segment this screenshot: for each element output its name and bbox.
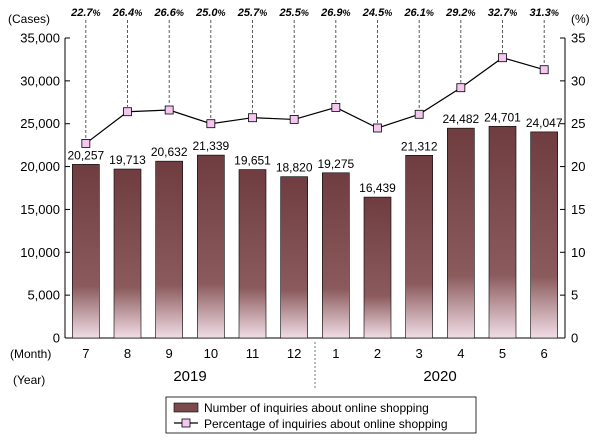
bar (530, 131, 558, 339)
right-tick-label: 35 (571, 31, 585, 46)
bar-value-label: 21,339 (192, 139, 229, 153)
percentage-series-line (85, 57, 545, 144)
bar (363, 196, 392, 339)
left-axis-unit: (Cases) (8, 12, 50, 26)
bar-value-label: 16,439 (359, 181, 396, 195)
left-tick-label: 30,000 (20, 73, 60, 88)
month-tick-label: 3 (416, 346, 423, 361)
plot-area: 0 5,000 10,000 15,000 20,000 25,000 30,000 35,0… (20, 7, 585, 390)
left-tick-label: 0 (53, 331, 60, 346)
left-tick-label: 15,000 (20, 202, 60, 217)
right-tick-label: 30 (571, 73, 585, 88)
left-tick-label: 35,000 (20, 31, 60, 46)
month-tick-label: 2 (374, 346, 381, 361)
percentage-value-label: 32.7% (488, 7, 517, 19)
bar (238, 169, 267, 339)
percentage-point (289, 115, 299, 124)
percentage-point (206, 119, 216, 129)
right-tick-label: 0 (571, 331, 578, 346)
bar (113, 168, 142, 339)
right-tick-label: 20 (571, 159, 585, 174)
year-row-label: (Year) (13, 373, 45, 387)
bar-value-label: 19,651 (234, 154, 271, 168)
percentage-point (456, 83, 466, 93)
bar-value-label: 19,713 (109, 153, 146, 167)
percentage-value-label: 26.1% (403, 7, 433, 19)
legend-box (165, 396, 477, 434)
bar-value-label: 24,047 (526, 116, 563, 130)
percentage-value-label: 29.2% (445, 7, 475, 19)
month-row-label: (Month) (10, 347, 51, 361)
percentage-value-label: 24.5% (362, 7, 392, 19)
month-tick-label: 5 (499, 346, 506, 361)
month-tick-label: 4 (457, 346, 464, 361)
percentage-point (539, 65, 549, 75)
month-tick-label: 10 (204, 346, 218, 361)
bar (72, 164, 100, 339)
bar (322, 172, 350, 339)
percentage-point (164, 105, 174, 115)
year-label: 2019 (173, 368, 206, 385)
year-label: 2020 (423, 368, 456, 385)
right-tick-label: 15 (571, 202, 585, 217)
month-tick-label: 8 (124, 346, 131, 361)
percentage-value-label: 22.7% (70, 7, 100, 19)
percentage-point (373, 123, 382, 133)
percentage-value-label: 25.5% (278, 7, 308, 19)
bar (447, 127, 475, 339)
right-tick-label: 25 (571, 116, 585, 131)
left-tick-label: 10,000 (20, 245, 60, 260)
percentage-value-label: 26.6% (153, 7, 183, 19)
percentage-point (123, 107, 132, 117)
percentage-point (248, 113, 257, 123)
bar-value-label: 20,257 (67, 148, 104, 162)
right-tick-label: 10 (571, 245, 585, 260)
legend-line-label: Percentage of inquiries about online sho… (204, 417, 448, 431)
percentage-value-label: 25.0% (195, 7, 225, 19)
right-tick-label: 5 (571, 288, 578, 303)
bar-value-label: 24,482 (442, 112, 479, 126)
bar (197, 154, 225, 339)
bar-value-label: 21,312 (401, 139, 438, 153)
month-tick-label: 11 (246, 346, 260, 361)
month-tick-label: 7 (82, 346, 89, 361)
legend-bar-label: Number of inquiries about online shoppin… (204, 401, 429, 415)
percentage-point (81, 139, 91, 148)
legend: Number of inquiries about online shoppin… (165, 396, 477, 434)
bar (488, 125, 517, 339)
percentage-point (414, 109, 424, 119)
bar (155, 160, 183, 339)
right-axis-unit: (%) (571, 12, 590, 26)
percentage-value-label: 31.3% (529, 7, 558, 19)
month-tick-label: 6 (541, 346, 548, 361)
month-tick-label: 1 (332, 346, 339, 361)
bar-value-label: 20,632 (151, 145, 188, 159)
left-tick-label: 20,000 (20, 159, 60, 174)
percentage-value-label: 25.7% (237, 7, 267, 19)
bar (280, 176, 308, 339)
percentage-point (498, 53, 507, 63)
bar-value-label: 24,701 (484, 110, 521, 124)
month-tick-label: 9 (166, 346, 173, 361)
left-tick-label: 5,000 (27, 288, 60, 303)
left-tick-label: 25,000 (20, 116, 60, 131)
legend-line-marker (181, 418, 191, 428)
bar-value-label: 19,275 (317, 157, 354, 171)
bar-value-label: 18,820 (276, 161, 313, 175)
bar (405, 155, 433, 339)
month-tick-label: 12 (287, 346, 301, 361)
percentage-value-label: 26.4% (112, 7, 142, 19)
percentage-point (331, 103, 341, 112)
legend-bar-swatch (173, 402, 199, 413)
percentage-value-label: 26.9% (320, 7, 350, 19)
